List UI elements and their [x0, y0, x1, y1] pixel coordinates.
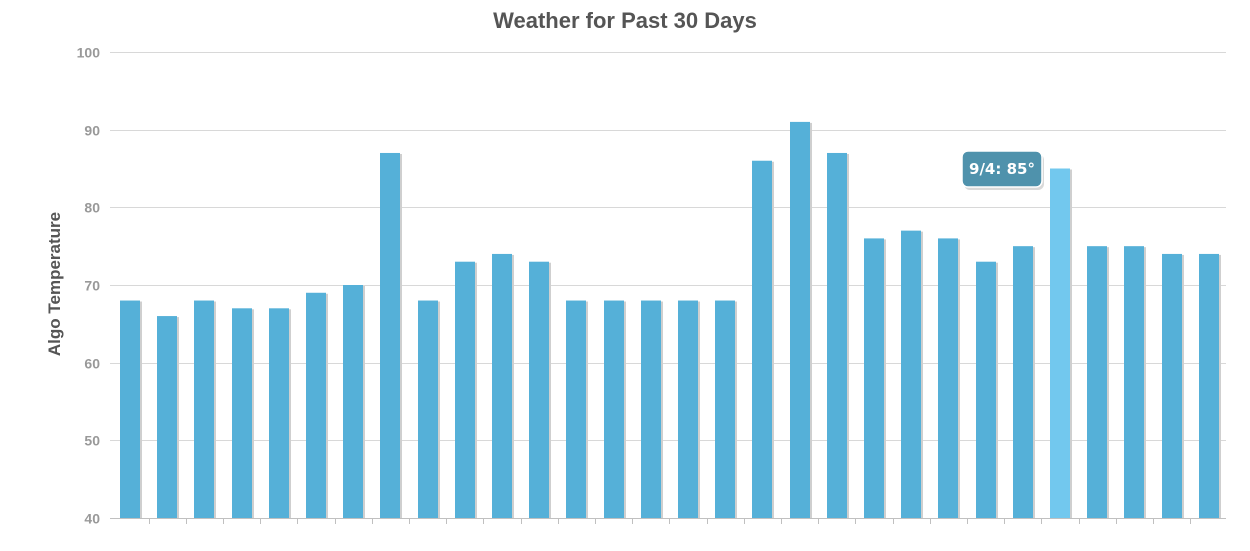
y-tick-label: 50	[84, 433, 100, 449]
y-tick-label: 70	[84, 278, 100, 294]
y-axis-ticks: 40 50 60 70 80 90 100	[77, 45, 101, 527]
bar[interactable]	[380, 152, 400, 518]
bar[interactable]	[604, 300, 624, 518]
bar[interactable]	[269, 308, 289, 518]
bar[interactable]	[194, 300, 214, 518]
bars	[120, 121, 1221, 519]
tooltip-box	[961, 150, 1043, 188]
bar[interactable]	[157, 316, 177, 518]
bar[interactable]	[976, 261, 996, 518]
bar[interactable]	[715, 300, 735, 518]
bar[interactable]	[901, 230, 921, 518]
tooltip-label: 9/4: 85°	[969, 160, 1035, 178]
y-tick-label: 100	[77, 45, 101, 61]
bar[interactable]	[232, 308, 252, 518]
chart-title: Weather for Past 30 Days	[493, 8, 757, 33]
bar[interactable]	[418, 300, 438, 518]
y-tick-label: 90	[84, 123, 100, 139]
bar[interactable]	[864, 238, 884, 518]
bar[interactable]	[790, 121, 810, 519]
bar[interactable]	[1050, 168, 1070, 519]
bar[interactable]	[1087, 246, 1107, 518]
bar[interactable]	[1199, 253, 1219, 518]
x-axis-ticks	[149, 518, 1191, 524]
bar[interactable]	[306, 292, 326, 518]
bar[interactable]	[678, 300, 698, 518]
y-tick-label: 80	[84, 200, 100, 216]
bar[interactable]	[529, 261, 549, 518]
bar[interactable]	[566, 300, 586, 518]
bar[interactable]	[120, 300, 140, 518]
bar[interactable]	[455, 261, 475, 518]
grid-lines	[110, 52, 1226, 519]
bar[interactable]	[343, 285, 363, 518]
bar[interactable]	[641, 300, 661, 518]
bar[interactable]	[1124, 246, 1144, 518]
tooltip: 9/4: 85°	[961, 150, 1044, 190]
bar[interactable]	[752, 160, 772, 518]
bar[interactable]	[1162, 253, 1182, 518]
y-tick-label: 60	[84, 356, 100, 372]
bar[interactable]	[827, 152, 847, 518]
bar[interactable]	[1013, 246, 1033, 518]
y-tick-label: 40	[84, 511, 100, 527]
bar[interactable]	[492, 253, 512, 518]
bar[interactable]	[938, 238, 958, 518]
